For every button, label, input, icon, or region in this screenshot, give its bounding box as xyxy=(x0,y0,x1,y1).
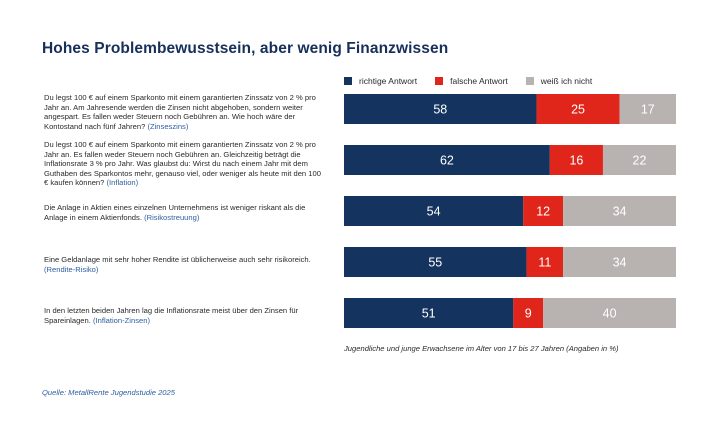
question-tag: (Risikostreuung) xyxy=(144,212,200,222)
question-rendite-risiko: Eine Geldanlage mit sehr hoher Rendite i… xyxy=(44,255,326,274)
data-label-falsch: 12 xyxy=(536,205,550,219)
bar-segment-weiss-nicht xyxy=(563,196,676,226)
data-label-falsch: 9 xyxy=(525,307,532,321)
question-tag: (Inflation-Zinsen) xyxy=(93,315,150,325)
legend: richtige Antwort falsche Antwort weiß ic… xyxy=(344,76,592,86)
question-tag: (Zinseszins) xyxy=(147,121,189,131)
question-inflation-zinsen: In den letzten beiden Jahren lag die Inf… xyxy=(44,306,326,325)
bar-segment-richtig xyxy=(344,145,550,175)
bar-segment-falsch xyxy=(513,298,544,328)
question-inflation: Du legst 100 € auf einem Sparkonto mit e… xyxy=(44,140,326,188)
bar-segment-richtig xyxy=(344,247,527,277)
chart-note: Jugendliche und junge Erwachsene im Alte… xyxy=(344,344,619,353)
question-text: Du legst 100 € auf einem Sparkonto mit e… xyxy=(44,140,321,188)
legend-swatch-weiss-nicht xyxy=(525,77,534,85)
legend-swatch-richtig xyxy=(344,77,352,85)
question-tag: (Rendite-Risiko) xyxy=(44,264,99,274)
source-note: Quelle: MetallRente Jugendstudie 2025 xyxy=(42,388,175,397)
legend-item-falsch: falsche Antwort xyxy=(435,76,508,86)
data-label-weiss-nicht: 40 xyxy=(603,307,617,321)
data-label-richtig: 58 xyxy=(433,103,447,117)
data-label-weiss-nicht: 34 xyxy=(613,256,627,270)
question-zinseszins: Du legst 100 € auf einem Sparkonto mit e… xyxy=(44,93,326,131)
data-label-weiss-nicht: 22 xyxy=(633,154,647,168)
bar-segment-richtig xyxy=(344,94,537,124)
question-risikostreuung: Die Anlage in Aktien eines einzelnen Unt… xyxy=(44,203,326,222)
legend-label-falsch: falsche Antwort xyxy=(450,76,508,86)
legend-item-weiss-nicht: weiß ich nicht xyxy=(525,76,593,86)
chart-title: Hohes Problembewusstsein, aber wenig Fin… xyxy=(42,40,449,57)
question-text: Die Anlage in Aktien eines einzelnen Unt… xyxy=(44,203,306,222)
bar-segment-weiss-nicht xyxy=(543,298,676,328)
data-label-weiss-nicht: 17 xyxy=(641,103,655,117)
legend-label-weiss-nicht: weiß ich nicht xyxy=(540,76,593,86)
bar-segment-falsch xyxy=(549,145,603,175)
data-label-falsch: 16 xyxy=(569,154,583,168)
data-label-richtig: 51 xyxy=(422,307,436,321)
legend-item-richtig: richtige Antwort xyxy=(344,76,417,86)
data-label-falsch: 25 xyxy=(571,103,585,117)
bar-segment-falsch xyxy=(523,196,564,226)
data-label-richtig: 54 xyxy=(427,205,441,219)
bar-segment-richtig xyxy=(344,298,514,328)
bar-segment-weiss-nicht xyxy=(563,247,676,277)
question-text: In den letzten beiden Jahren lag die Inf… xyxy=(44,306,299,325)
question-tag: (Inflation) xyxy=(106,178,139,188)
data-label-falsch: 11 xyxy=(538,256,551,270)
data-label-weiss-nicht: 34 xyxy=(613,205,627,219)
bar-segment-weiss-nicht xyxy=(619,94,676,124)
legend-swatch-falsch xyxy=(435,77,444,85)
bar-segment-weiss-nicht xyxy=(602,145,676,175)
data-label-richtig: 55 xyxy=(428,256,442,270)
data-label-richtig: 62 xyxy=(440,154,454,168)
bar-segment-richtig xyxy=(344,196,524,226)
question-text: Du legst 100 € auf einem Sparkonto mit e… xyxy=(44,93,316,131)
question-text: Eine Geldanlage mit sehr hoher Rendite i… xyxy=(44,255,311,264)
legend-label-richtig: richtige Antwort xyxy=(359,76,418,86)
bar-segment-falsch xyxy=(526,247,564,277)
bar-segment-falsch xyxy=(536,94,620,124)
